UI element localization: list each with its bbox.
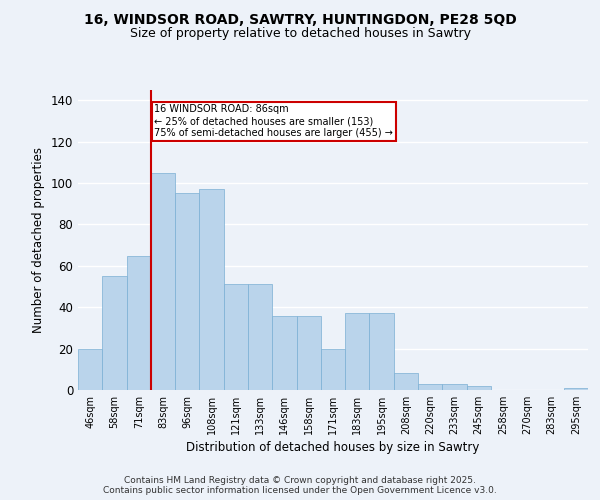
Bar xyxy=(248,284,272,390)
Text: 16, WINDSOR ROAD, SAWTRY, HUNTINGDON, PE28 5QD: 16, WINDSOR ROAD, SAWTRY, HUNTINGDON, PE… xyxy=(83,12,517,26)
Bar xyxy=(321,348,345,390)
Bar xyxy=(394,374,418,390)
Text: Size of property relative to detached houses in Sawtry: Size of property relative to detached ho… xyxy=(130,28,470,40)
Bar xyxy=(151,173,175,390)
Text: Contains HM Land Registry data © Crown copyright and database right 2025.: Contains HM Land Registry data © Crown c… xyxy=(124,476,476,485)
Bar xyxy=(272,316,296,390)
X-axis label: Distribution of detached houses by size in Sawtry: Distribution of detached houses by size … xyxy=(187,441,479,454)
Bar xyxy=(224,284,248,390)
Bar xyxy=(78,348,102,390)
Bar xyxy=(127,256,151,390)
Bar xyxy=(442,384,467,390)
Y-axis label: Number of detached properties: Number of detached properties xyxy=(32,147,45,333)
Bar xyxy=(467,386,491,390)
Bar xyxy=(296,316,321,390)
Bar xyxy=(199,190,224,390)
Bar xyxy=(418,384,442,390)
Bar xyxy=(175,194,199,390)
Bar xyxy=(564,388,588,390)
Text: 16 WINDSOR ROAD: 86sqm
← 25% of detached houses are smaller (153)
75% of semi-de: 16 WINDSOR ROAD: 86sqm ← 25% of detached… xyxy=(155,104,394,138)
Bar xyxy=(345,314,370,390)
Text: Contains public sector information licensed under the Open Government Licence v3: Contains public sector information licen… xyxy=(103,486,497,495)
Bar xyxy=(370,314,394,390)
Bar xyxy=(102,276,127,390)
